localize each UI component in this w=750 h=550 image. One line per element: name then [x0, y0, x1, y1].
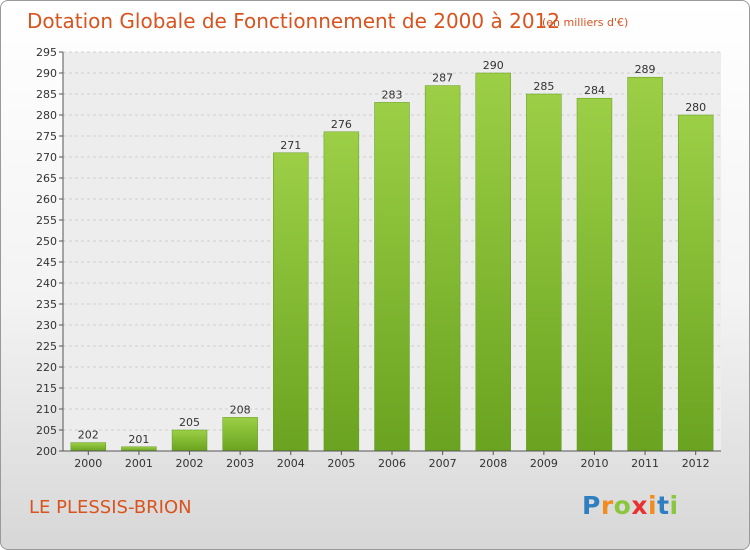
x-tick-label: 2003: [226, 457, 254, 470]
data-label: 202: [78, 429, 99, 442]
data-label: 290: [483, 59, 504, 72]
y-tick-label: 255: [36, 214, 57, 227]
data-label: 205: [179, 416, 200, 429]
bar: [374, 102, 410, 452]
data-label: 283: [382, 88, 403, 101]
bar: [677, 114, 714, 452]
data-label: 208: [230, 403, 251, 416]
y-tick-label: 275: [36, 130, 57, 143]
data-label: 287: [432, 72, 453, 85]
bar: [627, 76, 663, 452]
data-label: 289: [635, 63, 656, 76]
x-tick-label: 2010: [580, 457, 608, 470]
y-tick-label: 295: [36, 46, 57, 59]
chart-subtitle: (en milliers d'€): [542, 16, 629, 29]
y-tick-label: 240: [36, 277, 57, 290]
x-tick-label: 2007: [429, 457, 457, 470]
logo-letter: r: [600, 491, 614, 520]
chart-title: Dotation Globale de Fonctionnement de 20…: [27, 9, 560, 33]
data-label: 285: [533, 80, 554, 93]
x-tick-label: 2004: [277, 457, 305, 470]
logo-letter: x: [631, 491, 648, 520]
y-tick-label: 250: [36, 235, 57, 248]
x-tick-label: 2008: [479, 457, 507, 470]
bar: [70, 442, 107, 452]
data-label: 284: [584, 84, 605, 97]
bar: [424, 85, 461, 452]
logo-letter: o: [613, 491, 632, 520]
y-tick-label: 260: [36, 193, 57, 206]
x-tick-label: 2009: [530, 457, 558, 470]
bar: [475, 72, 511, 452]
bar: [526, 93, 562, 452]
bar: [121, 446, 157, 452]
logo-letter: P: [582, 491, 601, 520]
data-label: 201: [128, 433, 149, 446]
logo-letter: t: [657, 491, 670, 520]
proxiti-logo: Proxiti: [582, 491, 679, 520]
y-tick-label: 235: [36, 298, 57, 311]
x-tick-label: 2012: [682, 457, 710, 470]
logo-letter: i: [669, 491, 679, 520]
y-axis-ticks: 200 205 210 215 220 225 230 235 240 245 250 255 260 2…: [36, 46, 64, 458]
bar: [171, 429, 208, 452]
y-tick-label: 245: [36, 256, 57, 269]
bar: [323, 131, 360, 452]
y-tick-label: 215: [36, 382, 57, 395]
bar: [273, 152, 309, 452]
y-tick-label: 265: [36, 172, 57, 185]
x-tick-label: 2005: [327, 457, 355, 470]
x-tick-label: 2002: [176, 457, 204, 470]
data-label: 276: [331, 118, 352, 131]
y-tick-label: 285: [36, 88, 57, 101]
y-tick-label: 200: [36, 445, 57, 458]
bars: 202 201 205 208 271 276 283 287 290 285 284 289 280: [70, 59, 714, 452]
x-tick-label: 2006: [378, 457, 406, 470]
y-tick-label: 230: [36, 319, 57, 332]
y-tick-label: 280: [36, 109, 57, 122]
x-tick-label: 2000: [74, 457, 102, 470]
bar: [222, 417, 258, 452]
data-label: 280: [685, 101, 706, 114]
x-tick-label: 2001: [125, 457, 153, 470]
y-tick-label: 290: [36, 67, 57, 80]
bar: [576, 97, 613, 452]
y-tick-label: 205: [36, 424, 57, 437]
commune-name: LE PLESSIS-BRION: [29, 497, 192, 518]
x-tick-label: 2011: [631, 457, 659, 470]
y-tick-label: 225: [36, 340, 57, 353]
y-tick-label: 210: [36, 403, 57, 416]
x-axis-ticks: 2000 2001 2002 2003 2004 2005 2006 2007 2008 2009…: [63, 450, 721, 470]
data-label: 271: [280, 139, 301, 152]
y-tick-label: 220: [36, 361, 57, 374]
y-tick-label: 270: [36, 151, 57, 164]
logo-letter: i: [648, 491, 658, 520]
